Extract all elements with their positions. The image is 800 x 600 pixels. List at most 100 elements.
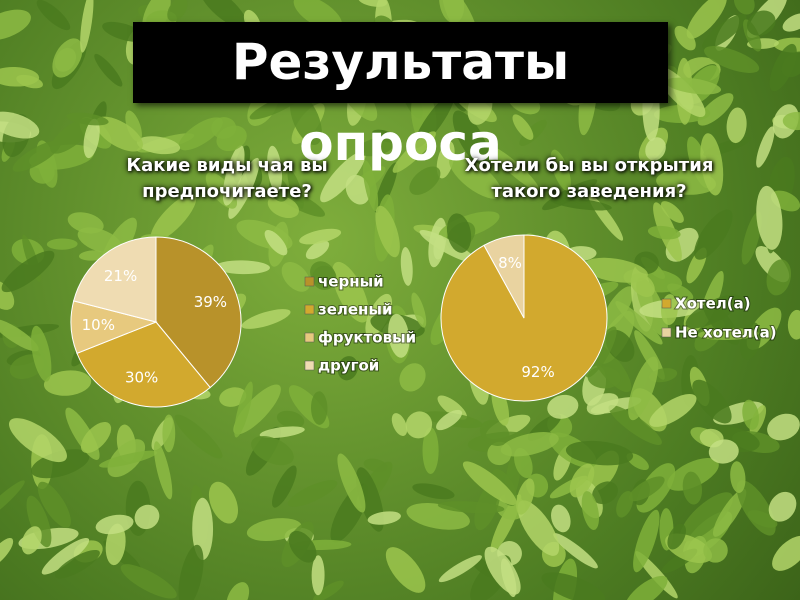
leaf xyxy=(697,328,759,340)
leaf xyxy=(332,261,369,323)
leaf xyxy=(99,450,158,468)
leaf xyxy=(337,356,359,381)
leaf xyxy=(625,575,668,600)
leaf xyxy=(21,526,42,555)
leaf xyxy=(67,212,104,234)
leaf xyxy=(581,491,600,530)
leaf xyxy=(633,509,660,573)
leaf xyxy=(667,283,694,301)
leaf xyxy=(583,257,648,283)
data-label: 21% xyxy=(104,267,137,285)
leaf xyxy=(741,211,762,265)
leaf xyxy=(134,504,160,530)
leaf xyxy=(80,0,94,53)
leaf xyxy=(219,387,247,407)
leaf xyxy=(519,119,547,146)
data-label: 10% xyxy=(82,316,115,334)
leaf xyxy=(782,13,800,32)
leaf xyxy=(667,523,687,550)
data-label: 30% xyxy=(125,368,158,386)
leaf xyxy=(214,260,270,275)
leaf xyxy=(375,205,400,258)
leaf xyxy=(400,247,413,286)
leaf xyxy=(0,537,14,567)
leaf xyxy=(782,112,800,131)
leaf xyxy=(665,77,722,95)
leaf xyxy=(264,229,288,256)
leaf xyxy=(0,66,40,87)
leaf xyxy=(446,213,472,253)
leaf xyxy=(311,555,325,596)
leaf xyxy=(700,133,724,196)
leaf xyxy=(83,118,100,159)
leaf xyxy=(541,572,606,600)
pie-slice xyxy=(73,236,157,323)
leaf xyxy=(320,151,366,203)
leaf xyxy=(288,530,317,563)
leaf xyxy=(702,13,747,50)
leaf xyxy=(449,155,502,199)
leaf xyxy=(0,111,40,139)
leaf xyxy=(438,555,482,583)
leaf xyxy=(608,405,662,446)
leaf xyxy=(787,309,800,340)
leaf xyxy=(704,46,760,73)
leaf xyxy=(500,558,517,598)
chart-title: Хотели бы вы открытия такого заведения? xyxy=(464,155,714,202)
leaf xyxy=(241,309,291,329)
legend-swatch xyxy=(304,360,315,371)
legend-swatch xyxy=(304,304,315,315)
leaf xyxy=(411,292,427,328)
data-label: 8% xyxy=(498,254,522,272)
leaf xyxy=(547,394,579,419)
leaf xyxy=(312,580,344,600)
leaf xyxy=(680,492,733,542)
legend-label: черный xyxy=(318,273,384,291)
legend-swatch xyxy=(304,276,315,287)
leaf xyxy=(630,273,655,297)
legend-swatch xyxy=(304,332,315,343)
leaf xyxy=(259,426,305,439)
leaf xyxy=(1,250,55,293)
leaf xyxy=(733,0,755,15)
leaf xyxy=(628,356,659,421)
leaf xyxy=(37,481,71,528)
leaf xyxy=(756,126,775,168)
leaf xyxy=(299,228,342,245)
leaf xyxy=(267,145,283,192)
leaf xyxy=(674,25,696,51)
leaf xyxy=(374,162,398,214)
leaf xyxy=(682,471,703,505)
legend-label: Хотел(а) xyxy=(675,295,751,313)
leaf xyxy=(412,483,455,500)
leaf xyxy=(26,495,52,548)
leaf xyxy=(550,149,571,191)
leaf xyxy=(174,414,223,459)
leaf xyxy=(712,488,747,537)
leaf xyxy=(54,549,100,579)
leaf xyxy=(150,193,197,242)
leaf xyxy=(592,481,618,505)
leaf xyxy=(153,441,173,500)
leaf xyxy=(656,169,716,195)
leaf xyxy=(234,381,253,438)
leaf xyxy=(452,110,490,168)
leaf xyxy=(726,107,747,144)
leaf xyxy=(357,137,395,157)
leaf xyxy=(199,0,247,29)
leaf xyxy=(708,439,739,464)
leaf xyxy=(500,432,559,457)
leaf xyxy=(222,145,245,206)
pie-slice xyxy=(483,234,525,319)
leaf xyxy=(95,514,134,535)
leaf xyxy=(742,399,759,430)
data-label: 92% xyxy=(521,363,554,381)
leaf xyxy=(167,0,188,22)
leaf xyxy=(178,544,204,600)
leaf xyxy=(46,238,78,250)
leaf xyxy=(553,533,598,569)
leaf xyxy=(66,112,109,126)
leaf xyxy=(635,551,678,599)
